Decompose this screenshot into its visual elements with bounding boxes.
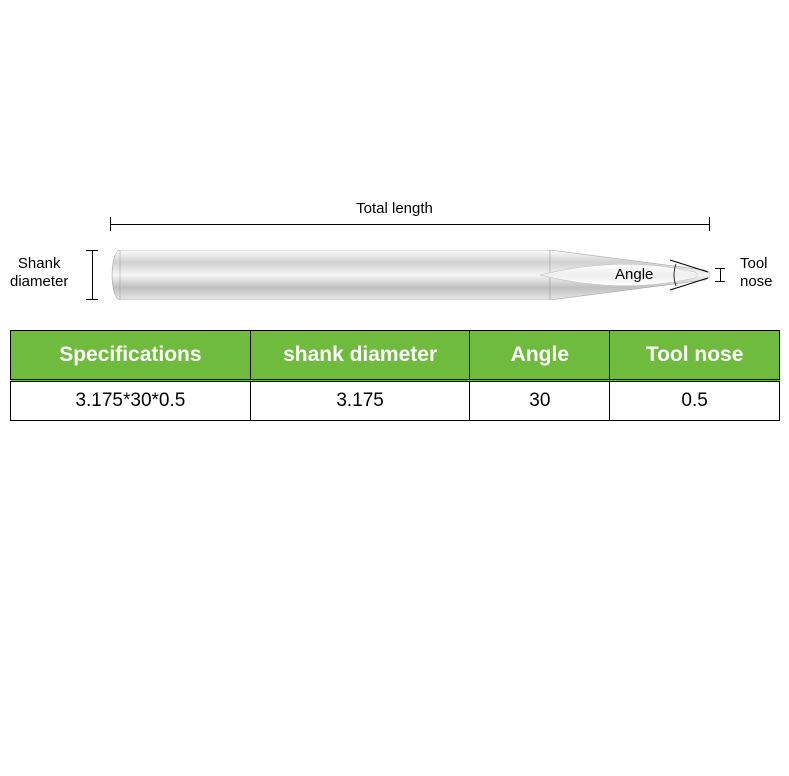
cell-nose: 0.5 — [610, 381, 780, 421]
shank-dimension-bracket — [92, 250, 93, 300]
col-angle: Angle — [470, 331, 610, 381]
col-specifications: Specifications — [11, 331, 251, 381]
total-length-label: Total length — [356, 200, 433, 217]
specifications-table: Specifications shank diameter Angle Tool… — [10, 330, 780, 421]
tool-nose-dimension-bracket — [720, 268, 721, 282]
tool-nose-label: Tool nose — [740, 255, 773, 291]
shank-diameter-label: Shank diameter — [10, 255, 68, 291]
total-length-dimension-line — [110, 224, 710, 225]
cell-angle: 30 — [470, 381, 610, 421]
table-row: 3.175*30*0.5 3.175 30 0.5 — [11, 381, 780, 421]
cell-spec: 3.175*30*0.5 — [11, 381, 251, 421]
table-header-row: Specifications shank diameter Angle Tool… — [11, 331, 780, 381]
cell-shank: 3.175 — [250, 381, 470, 421]
col-shank-diameter: shank diameter — [250, 331, 470, 381]
col-tool-nose: Tool nose — [610, 331, 780, 381]
angle-label: Angle — [615, 266, 653, 283]
